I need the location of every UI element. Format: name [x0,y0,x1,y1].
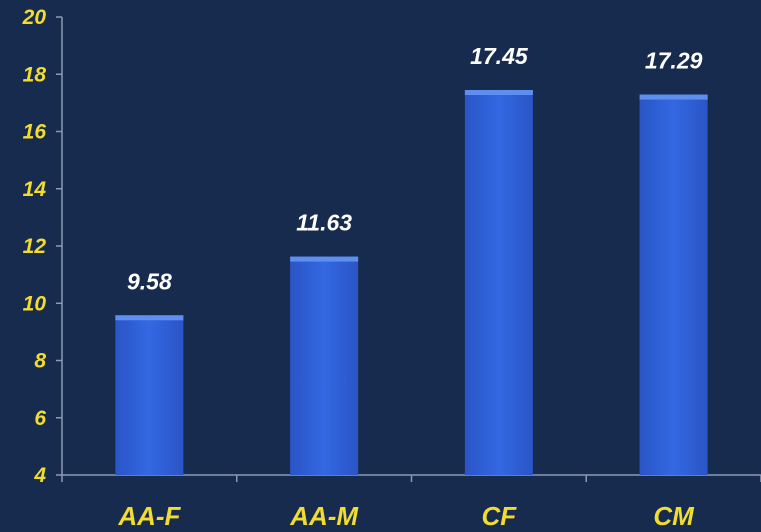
bar-top-bevel [464,89,533,95]
y-axis: 4 6 8 10 12 14 16 18 20 [22,6,63,487]
y-tick-label: 10 [23,292,47,315]
data-labels: 9.58 11.63 17.45 17.29 [127,43,703,294]
y-tick-label: 14 [23,178,47,201]
y-tick-label: 16 [23,121,47,144]
y-tick-label: 20 [22,6,47,29]
data-label: 17.45 [470,43,529,69]
y-tick-label: 18 [23,63,47,86]
data-label: 9.58 [127,268,172,294]
bar [290,256,359,475]
x-tick-label: AA-F [117,501,181,531]
bar-series [115,89,708,476]
bar [464,89,533,476]
y-tick-label: 12 [23,235,47,258]
bar-top-bevel [290,256,359,262]
x-axis: AA-F AA-M CF CM [61,474,761,531]
x-tick-label: CF [482,501,518,531]
data-label: 11.63 [296,210,352,236]
x-tick-label: CM [653,501,695,531]
x-tick-label: AA-M [289,501,359,531]
bar-top-bevel [639,94,708,100]
y-tick-label: 8 [34,350,46,373]
bar [115,315,184,475]
bar [639,94,708,475]
y-tick-label: 4 [33,464,46,487]
bar-top-bevel [115,315,184,321]
y-tick-label: 6 [34,407,46,430]
data-label: 17.29 [645,48,703,74]
